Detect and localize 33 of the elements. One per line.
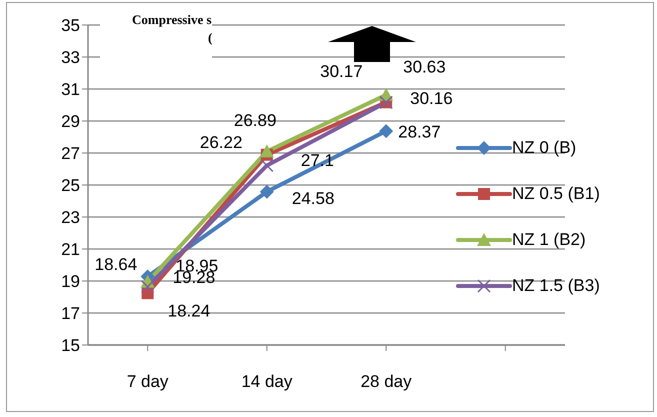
data-label: 28.37: [398, 122, 441, 142]
data-label: 30.63: [403, 57, 446, 76]
legend-label: NZ 1.5 (B3): [512, 276, 600, 296]
y-tick-label: 35: [61, 16, 80, 36]
x-tick-label: 28 day: [360, 372, 412, 392]
y-tick-label: 29: [61, 112, 80, 132]
data-label: 18.64: [94, 255, 138, 274]
legend-label: NZ 0 (B): [512, 138, 576, 158]
point: [140, 280, 154, 294]
data-label: 24.58: [292, 189, 334, 208]
chart-subtitle: (: [208, 30, 212, 46]
point: [379, 124, 394, 138]
x-tick-label: 14 day: [241, 372, 293, 392]
legend-label: NZ 1 (B2): [512, 230, 586, 250]
data-label: 26.89: [234, 111, 276, 130]
y-tick-label: 31: [61, 80, 80, 100]
y-tick-label: 19: [61, 272, 80, 292]
y-tick-label: 17: [61, 304, 80, 324]
point: [260, 144, 274, 158]
data-label: 30.16: [410, 88, 453, 108]
chart-title: Compressive s: [132, 12, 212, 28]
x-tick-label: 7 day: [126, 372, 169, 392]
y-tick-label: 23: [61, 208, 80, 228]
y-tick-label: 33: [61, 48, 80, 68]
y-tick-label: 27: [61, 144, 80, 164]
y-tick-label: 25: [61, 176, 80, 196]
data-label: 26.22: [200, 132, 242, 152]
y-tick-label: 21: [61, 240, 80, 260]
data-label: 18.24: [168, 302, 210, 321]
point: [260, 184, 274, 199]
legend-label: NZ 0.5 (B1): [512, 184, 600, 204]
data-label: 30.17: [320, 62, 363, 81]
y-tick-label: 15: [61, 336, 80, 356]
